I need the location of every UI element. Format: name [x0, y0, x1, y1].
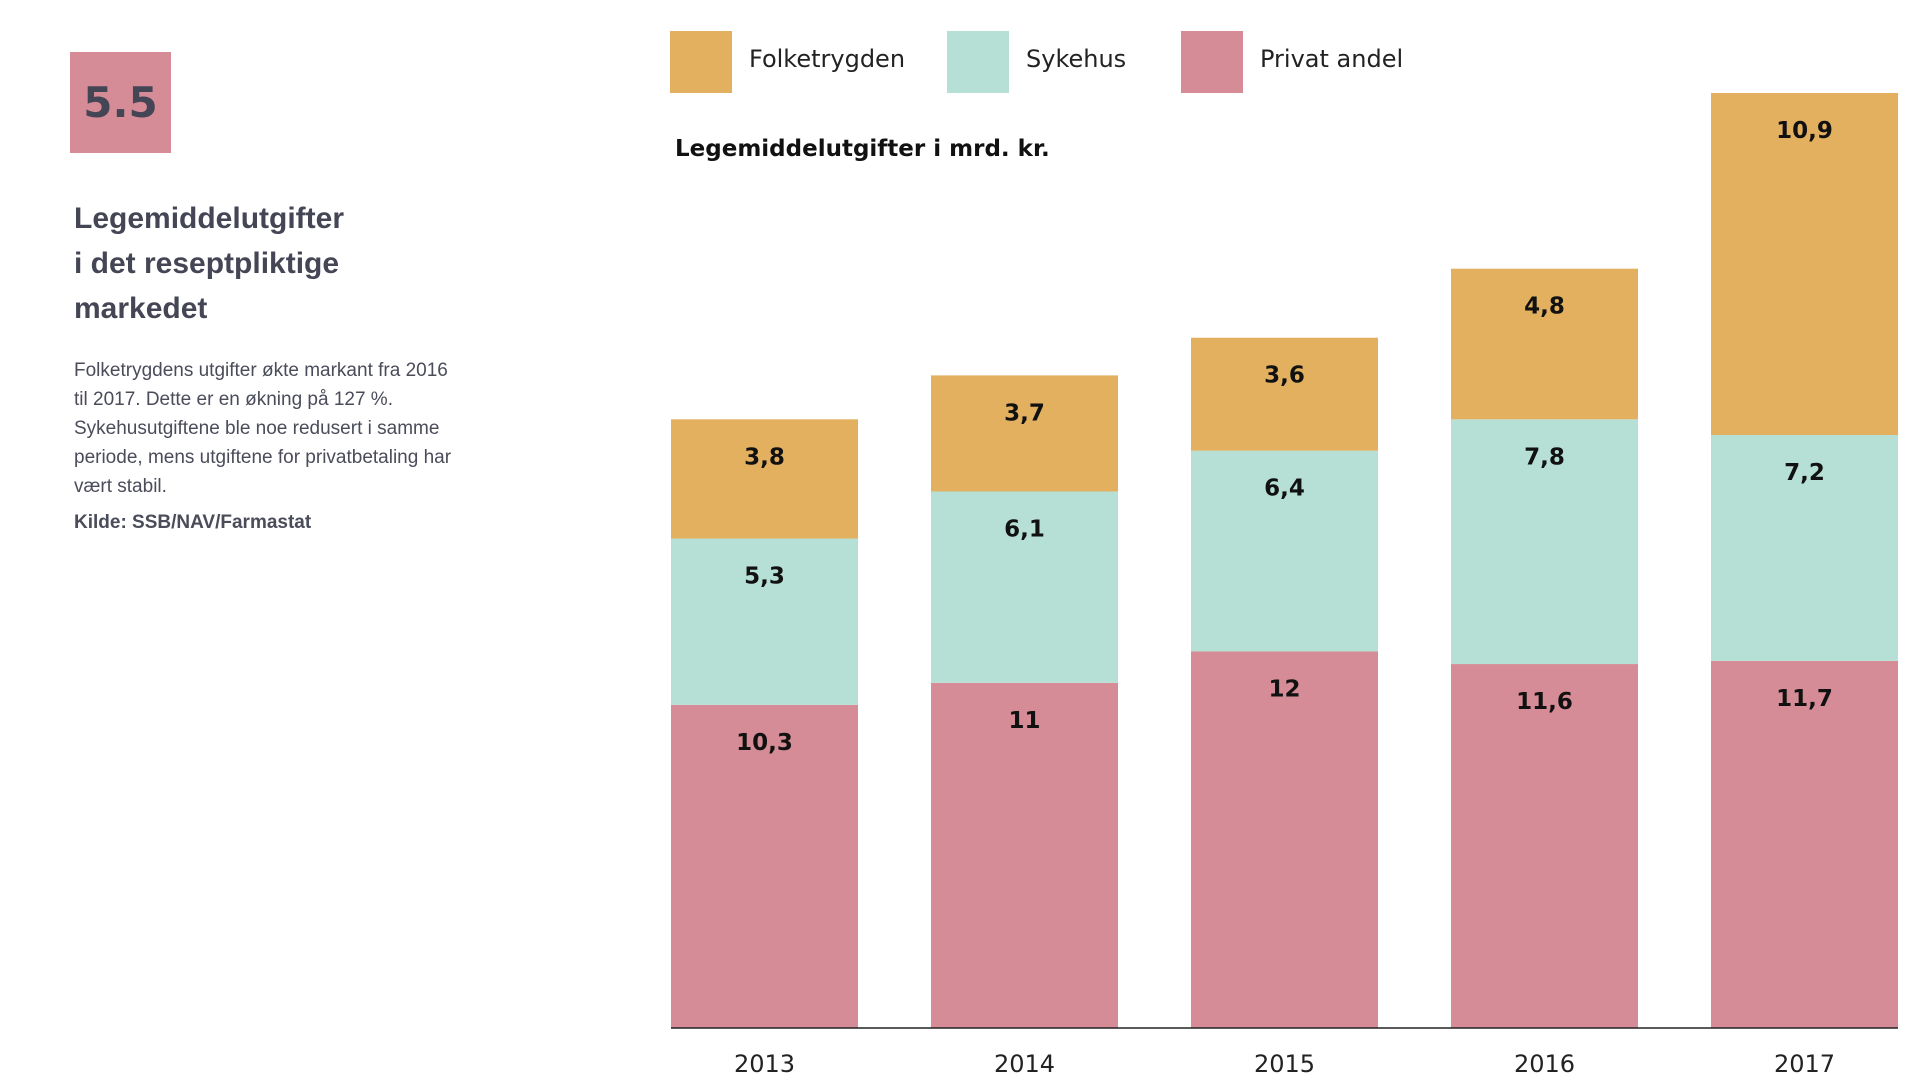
page-title-line-1: Legemiddelutgifter: [74, 202, 345, 235]
bar-privat-andel-2014: [931, 682, 1118, 1028]
legend-swatch-sykehus: [947, 31, 1009, 93]
bar-folketrygden-2013: [671, 419, 858, 539]
value-label-privat-andel-2015: 12: [1268, 676, 1300, 702]
bar-folketrygden-2016: [1451, 268, 1638, 420]
bar-sykehus-2015: [1191, 450, 1378, 652]
legend-label-privat-andel: Privat andel: [1260, 45, 1403, 73]
value-label-sykehus-2014: 6,1: [1004, 516, 1045, 542]
value-label-folketrygden-2013: 3,8: [744, 444, 785, 470]
chart-title: Legemiddelutgifter i mrd. kr.: [675, 136, 1050, 162]
value-label-folketrygden-2014: 3,7: [1004, 400, 1045, 426]
bar-privat-andel-2016: [1451, 664, 1638, 1028]
legend-label-folketrygden: Folketrygden: [749, 45, 905, 73]
legend-label-sykehus: Sykehus: [1026, 45, 1126, 73]
x-tick-2017: 2017: [1774, 1050, 1835, 1078]
bar-privat-andel-2017: [1711, 660, 1898, 1028]
x-tick-2014: 2014: [994, 1050, 1055, 1078]
value-label-sykehus-2016: 7,8: [1524, 444, 1565, 470]
bar-sykehus-2017: [1711, 434, 1898, 661]
x-axis-ticks: 2013 2014 2015 2016 2017: [734, 1050, 1835, 1078]
bar-privat-andel-2015: [1191, 651, 1378, 1028]
value-label-sykehus-2013: 5,3: [744, 564, 785, 590]
value-label-privat-andel-2014: 11: [1008, 708, 1040, 734]
bar-sykehus-2013: [671, 538, 858, 705]
bar-folketrygden-2017: [1711, 93, 1898, 435]
value-label-folketrygden-2015: 3,6: [1264, 363, 1305, 389]
page-title: Legemiddelutgifter i det reseptpliktige …: [74, 196, 494, 331]
page-title-line-2: i det reseptpliktige: [74, 247, 340, 280]
value-label-privat-andel-2013: 10,3: [736, 730, 793, 756]
source-text: Kilde: SSB/NAV/Farmastat: [74, 512, 312, 533]
value-label-folketrygden-2017: 10,9: [1776, 118, 1833, 144]
legend-swatch-privat-andel: [1181, 31, 1243, 93]
legend-swatch-folketrygden: [670, 31, 732, 93]
value-label-sykehus-2017: 7,2: [1784, 460, 1825, 486]
description-text: Folketrygdens utgifter økte markant fra …: [74, 360, 452, 497]
value-label-folketrygden-2016: 4,8: [1524, 294, 1565, 320]
chart-bars: 10,3 5,3 3,8 11 6,1 3,7 12 6,4 3,6 11,6 7,8 4,8 11,7…: [671, 93, 1898, 1028]
bar-folketrygden-2015: [1191, 337, 1378, 451]
bar-privat-andel-2013: [671, 704, 858, 1028]
x-tick-2015: 2015: [1254, 1050, 1315, 1078]
bar-folketrygden-2014: [931, 375, 1118, 492]
x-tick-2013: 2013: [734, 1050, 795, 1078]
value-label-privat-andel-2016: 11,6: [1516, 689, 1573, 715]
page-title-line-3: markedet: [74, 292, 208, 325]
bar-sykehus-2016: [1451, 419, 1638, 665]
x-tick-2016: 2016: [1514, 1050, 1575, 1078]
section-number-badge: 5.5: [70, 52, 171, 153]
chart-legend: Folketrygden Sykehus Privat andel: [670, 31, 1403, 93]
value-label-sykehus-2015: 6,4: [1264, 476, 1305, 502]
bar-sykehus-2014: [931, 491, 1118, 683]
value-label-privat-andel-2017: 11,7: [1776, 686, 1833, 712]
